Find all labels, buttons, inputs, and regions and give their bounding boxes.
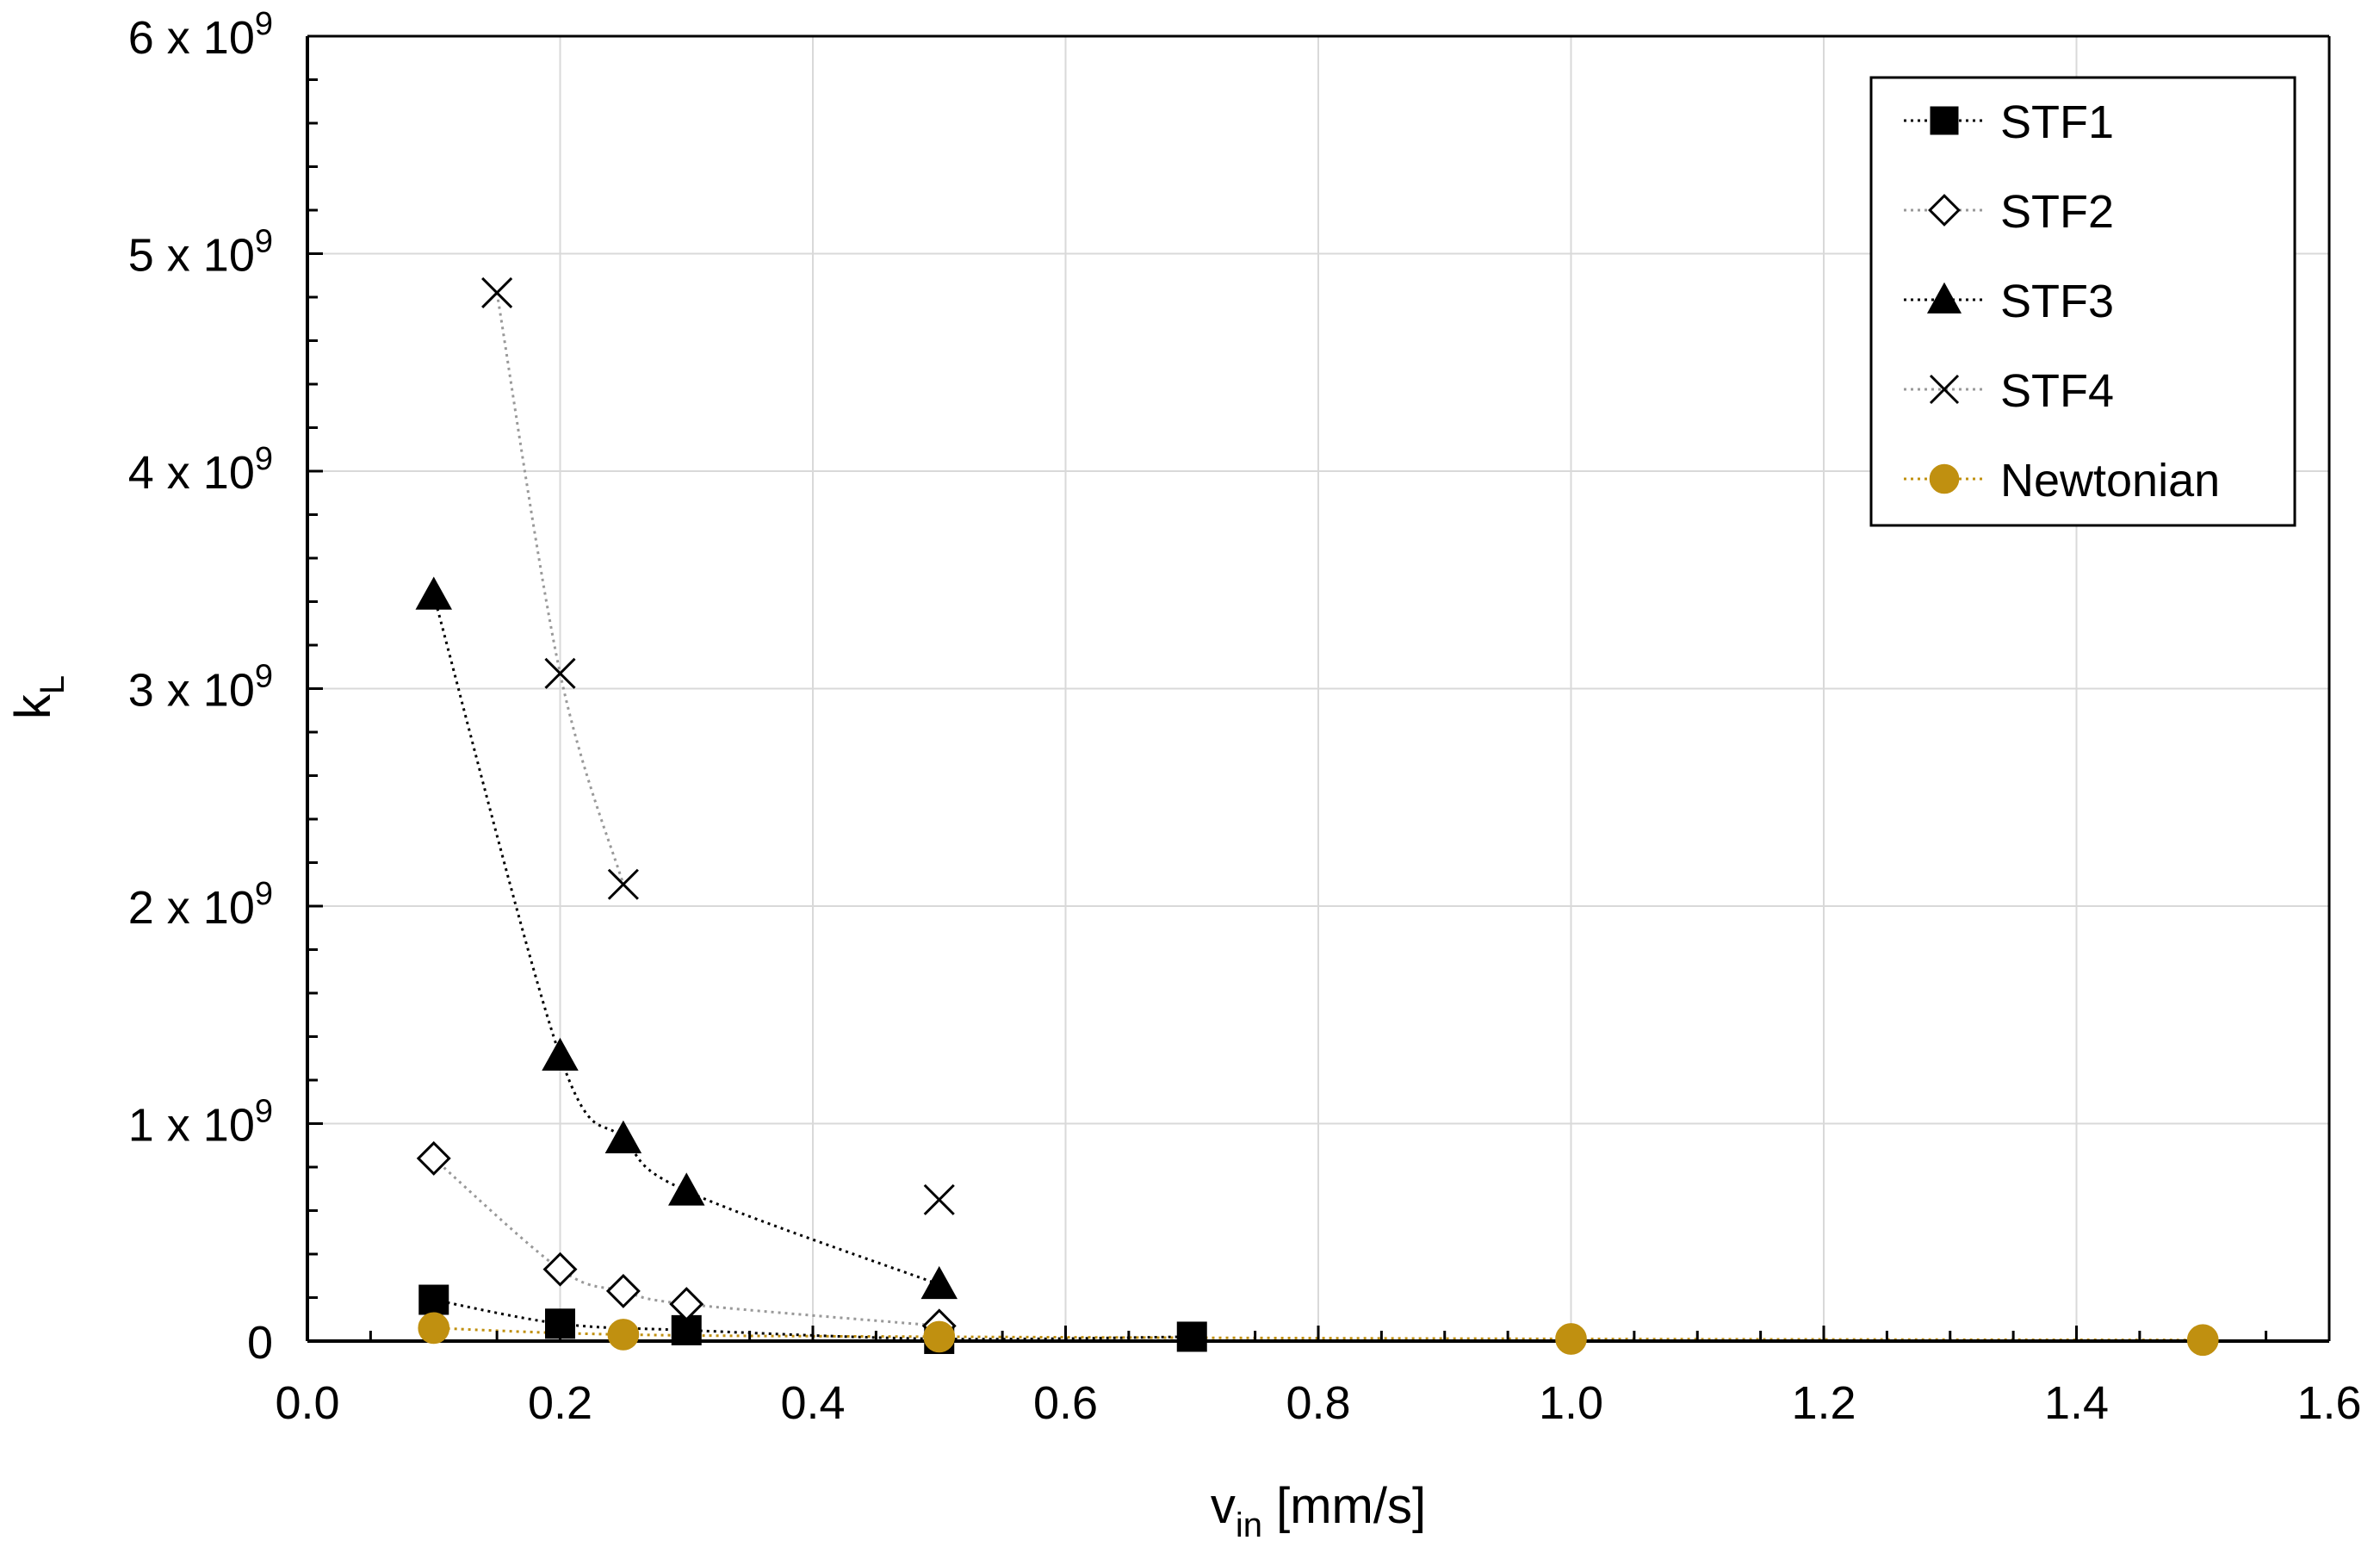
stf4-point bbox=[607, 868, 639, 900]
x-tick-label: 1.0 bbox=[1539, 1377, 1603, 1429]
y-tick-label: 5 x 109 bbox=[128, 224, 273, 282]
stf2-point bbox=[605, 1273, 641, 1308]
legend-marker-stf3 bbox=[1926, 282, 1962, 314]
legend-marker-stf2 bbox=[1928, 194, 1961, 227]
y-tick-label: 6 x 109 bbox=[128, 6, 273, 64]
stf3-point bbox=[920, 1265, 958, 1300]
x-tick-label: 0.4 bbox=[780, 1377, 845, 1429]
newtonian-point bbox=[1555, 1323, 1587, 1355]
y-tick-label: 2 x 109 bbox=[128, 876, 273, 934]
legend-label-stf2: STF2 bbox=[2000, 186, 2114, 238]
x-tick-label: 1.2 bbox=[1791, 1377, 1856, 1429]
y-tick-label: 1 x 109 bbox=[128, 1094, 273, 1152]
y-tick-label: 0 bbox=[247, 1317, 273, 1369]
stf2-point bbox=[542, 1252, 578, 1287]
x-tick-label: 0.6 bbox=[1033, 1377, 1098, 1429]
x-marker-stroke bbox=[481, 276, 513, 309]
stf4-point bbox=[481, 276, 513, 309]
x-marker-stroke bbox=[544, 657, 576, 689]
newtonian-point bbox=[2186, 1324, 2219, 1357]
stf1-line bbox=[433, 1298, 1193, 1341]
legend-label-newtonian: Newtonian bbox=[2000, 455, 2220, 506]
legend-label-stf1: STF1 bbox=[2000, 96, 2114, 148]
y-tick-label: 3 x 109 bbox=[128, 659, 273, 717]
stf3-point bbox=[668, 1172, 705, 1206]
x-tick-label: 0.0 bbox=[275, 1377, 339, 1429]
stf1-point bbox=[418, 1284, 449, 1315]
data-points bbox=[415, 276, 2219, 1357]
stf3-line bbox=[432, 594, 940, 1286]
x-tick-label: 0.8 bbox=[1286, 1377, 1350, 1429]
stf3-point bbox=[542, 1037, 579, 1071]
x-axis-title: vin [mm/s] bbox=[1211, 1478, 1426, 1544]
stf3-point bbox=[604, 1120, 642, 1153]
stf3-point bbox=[415, 576, 452, 610]
x-tick-label: 1.4 bbox=[2044, 1377, 2109, 1429]
stf2-point bbox=[669, 1287, 704, 1322]
axis-labels: 0.0 0.2 0.4 0.6 0.8 1.0 1.2 1.4 1.6 0 1 x 109 2 x 1… bbox=[5, 6, 2362, 1544]
stf4-point bbox=[923, 1183, 955, 1215]
legend-marker-stf1 bbox=[1930, 106, 1959, 135]
x-marker-stroke bbox=[1929, 374, 1960, 405]
legend: STF1 STF2 STF3 STF4 Newtonian bbox=[1869, 76, 2296, 527]
x-tick-label: 0.2 bbox=[528, 1377, 592, 1429]
y-axis-title: kL bbox=[5, 675, 71, 719]
newtonian-point bbox=[418, 1312, 450, 1345]
stf4-point bbox=[544, 657, 576, 689]
legend-marker-stf4 bbox=[1929, 374, 1960, 405]
stf1-point bbox=[1176, 1321, 1207, 1352]
x-tick-label: 1.6 bbox=[2296, 1377, 2361, 1429]
legend-label-stf4: STF4 bbox=[2000, 365, 2114, 417]
newtonian-point bbox=[607, 1319, 640, 1351]
y-tick-label: 4 x 109 bbox=[128, 441, 273, 499]
stf1-point bbox=[545, 1308, 575, 1339]
x-marker-stroke bbox=[923, 1183, 955, 1215]
newtonian-point bbox=[923, 1320, 956, 1353]
x-marker-stroke bbox=[607, 868, 639, 900]
stf2-point bbox=[416, 1140, 451, 1176]
legend-marker-newtonian bbox=[1929, 463, 1960, 494]
legend-label-stf3: STF3 bbox=[2000, 276, 2114, 327]
stf4-line bbox=[495, 292, 625, 885]
